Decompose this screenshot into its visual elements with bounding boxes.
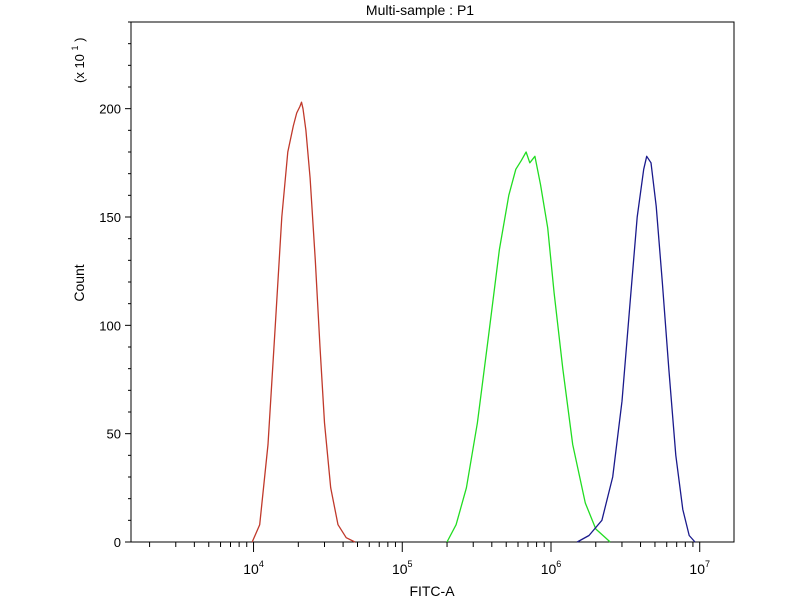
series-line-3 [576,155,696,543]
series-line-1 [251,101,356,543]
histogram-series [251,101,696,543]
y-tick-label: 0 [114,535,121,550]
y-multiplier-exp: 1 [70,45,80,50]
x-tick-label: 104 [243,559,264,577]
y-multiplier-suffix: ) [72,37,87,41]
y-tick-label: 100 [99,318,121,333]
x-tick-base: 10 [689,561,705,577]
y-tick-label: 150 [99,210,121,225]
y-multiplier-prefix: (x 10 [72,54,87,83]
y-axis-ticks: 0 50 100 150 200 [99,21,131,550]
svg-text:(x 10 1 ): (x 10 1 ) [66,37,87,83]
x-tick-base: 10 [541,561,557,577]
x-tick-base: 10 [392,561,408,577]
y-multiplier-label: (x 10 1 ) [66,37,87,83]
y-tick-label: 50 [107,427,121,442]
x-tick-exponent: 5 [408,559,413,569]
chart-title: Multi-sample : P1 [366,2,474,18]
x-axis-ticks: 104 105 106 107 [149,542,710,577]
x-tick-exponent: 7 [705,559,710,569]
x-tick-exponent: 4 [259,559,264,569]
x-tick-base: 10 [243,561,259,577]
plot-frame [130,21,735,543]
series-line-2 [446,151,611,543]
y-tick-label: 200 [99,102,121,117]
y-axis-label: Count [71,264,87,301]
x-tick-label: 106 [541,559,562,577]
x-tick-exponent: 6 [556,559,561,569]
x-tick-label: 105 [392,559,413,577]
x-tick-label: 107 [689,559,710,577]
x-axis-label: FITC-A [409,583,455,599]
